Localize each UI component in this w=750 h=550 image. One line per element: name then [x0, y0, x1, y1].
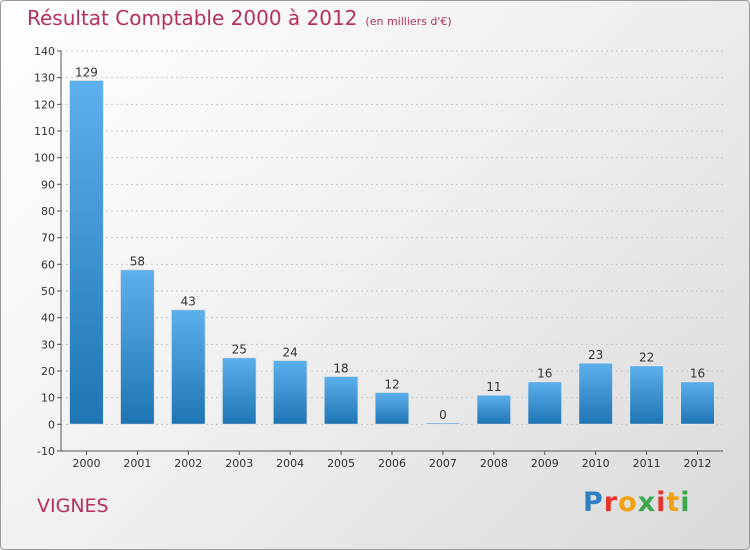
bar-2002 — [170, 309, 206, 425]
x-tick-label-2000: 2000 — [72, 457, 100, 470]
bar-2011 — [629, 365, 665, 425]
y-tick-label: 10 — [41, 392, 55, 405]
data-label-2010: 23 — [588, 348, 603, 362]
y-tick-label: -10 — [37, 445, 55, 458]
data-label-2005: 18 — [333, 361, 348, 375]
logo-letter: t — [666, 487, 681, 518]
logo-letter: r — [603, 487, 619, 518]
y-tick-label: 40 — [41, 312, 55, 325]
x-axis-tick-labels: 2000 2001 2002 2003 2004 2005 2006 2007 2008 2009… — [72, 457, 711, 470]
x-tick-label-2004: 2004 — [276, 457, 304, 470]
data-label-2002: 43 — [181, 295, 196, 309]
y-tick-label: 140 — [34, 45, 55, 58]
y-tick-label: 70 — [41, 232, 55, 245]
x-tick-label-2006: 2006 — [378, 457, 406, 470]
y-tick-label: 120 — [34, 98, 55, 111]
data-label-2000: 129 — [75, 65, 98, 79]
proxiti-logo: Proxiti — [583, 487, 691, 518]
y-axis-tick-labels: -10 0 10 20 30 40 50 60 70 80 90 100 110 120 130 140 — [34, 45, 55, 458]
x-tick-label-2002: 2002 — [174, 457, 202, 470]
bar-2004 — [272, 359, 308, 425]
bar-2006 — [374, 391, 410, 425]
axes — [57, 50, 723, 455]
y-tick-label: 30 — [41, 338, 55, 351]
bar-2005 — [323, 375, 359, 425]
chart-title: Résultat Comptable 2000 à 2012 (en millie… — [27, 6, 452, 30]
y-tick-label: 110 — [34, 125, 55, 138]
x-tick-label-2010: 2010 — [582, 457, 610, 470]
y-tick-label: 20 — [41, 365, 55, 378]
y-tick-label: 0 — [48, 418, 55, 431]
bar-2010 — [578, 362, 614, 425]
data-label-2001: 58 — [130, 255, 145, 269]
bar-2003 — [221, 357, 257, 425]
logo-letter: i — [656, 487, 667, 518]
data-label-2011: 22 — [639, 351, 654, 365]
data-labels: 129 58 43 25 24 18 12 0 11 16 23 22 16 — [75, 65, 705, 422]
y-tick-label: 80 — [41, 205, 55, 218]
bar-2008 — [476, 394, 512, 425]
logo-letter: i — [680, 487, 691, 518]
x-tick-label-2009: 2009 — [531, 457, 559, 470]
chart-title-text: Résultat Comptable 2000 à 2012 — [27, 6, 358, 30]
y-tick-label: 60 — [41, 258, 55, 271]
commune-name: VIGNES — [37, 495, 109, 517]
x-tick-label-2008: 2008 — [480, 457, 508, 470]
data-label-2006: 12 — [384, 377, 399, 391]
data-label-2004: 24 — [283, 345, 298, 359]
x-tick-label-2007: 2007 — [429, 457, 457, 470]
logo-letter: x — [637, 487, 657, 518]
x-tick-label-2003: 2003 — [225, 457, 253, 470]
logo-letter: o — [618, 487, 638, 518]
bar-2001 — [119, 269, 155, 425]
x-tick-label-2001: 2001 — [123, 457, 151, 470]
data-label-2007: 0 — [439, 408, 447, 422]
bars — [68, 79, 716, 425]
y-tick-label: 130 — [34, 72, 55, 85]
bar-2009 — [527, 381, 563, 425]
x-tick-label-2012: 2012 — [684, 457, 712, 470]
logo-letter: P — [583, 487, 604, 518]
bar-2000 — [68, 79, 104, 425]
chart-title-unit: (en milliers d'€) — [365, 15, 452, 28]
data-label-2009: 16 — [537, 367, 552, 381]
data-label-2008: 11 — [486, 380, 501, 394]
y-tick-label: 90 — [41, 178, 55, 191]
x-tick-label-2005: 2005 — [327, 457, 355, 470]
bar-2007 — [425, 422, 461, 425]
y-tick-label: 100 — [34, 152, 55, 165]
data-label-2003: 25 — [232, 343, 247, 357]
y-tick-label: 50 — [41, 285, 55, 298]
data-label-2012: 16 — [690, 367, 705, 381]
bar-2012 — [680, 381, 716, 425]
x-tick-label-2011: 2011 — [633, 457, 661, 470]
